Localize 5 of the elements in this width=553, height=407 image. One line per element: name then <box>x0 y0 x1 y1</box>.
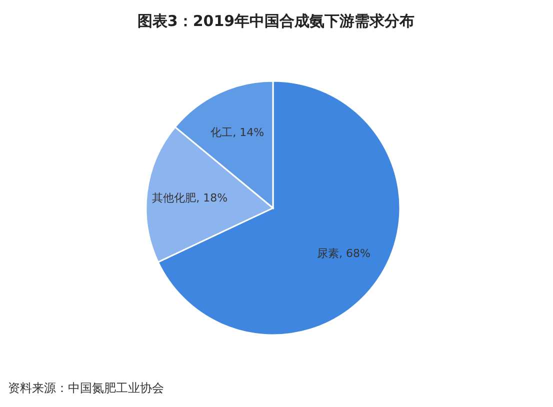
slice-label: 尿素, 68% <box>317 246 370 260</box>
slice-label: 化工, 14% <box>210 126 264 140</box>
text: 资料来源：中国氮肥工业协会 <box>8 381 164 395</box>
title: 图表3：2019年中国合成氨下游需求分布 <box>137 12 415 30</box>
slice-label: 其他化肥, 18% <box>152 191 228 204</box>
